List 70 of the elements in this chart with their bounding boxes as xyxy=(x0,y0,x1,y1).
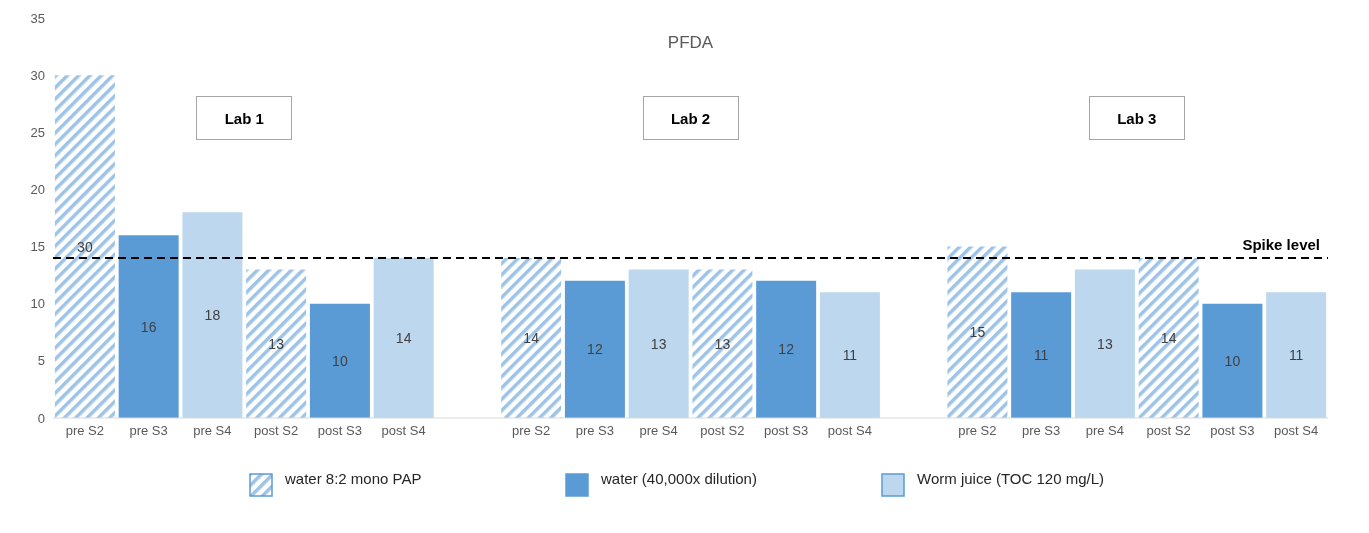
data-label: 10 xyxy=(1224,352,1241,369)
y-tick-label: 30 xyxy=(30,67,45,83)
annotation: Lab 2 xyxy=(670,109,711,127)
bar xyxy=(692,269,753,418)
x-tick-label: pre S2 xyxy=(65,423,105,439)
x-tick-label: pre S4 xyxy=(639,423,678,439)
bar xyxy=(182,212,243,418)
legend-label: water (40,000x dilution) xyxy=(601,469,758,489)
x-tick-label: post S4 xyxy=(381,423,426,439)
data-label: 30 xyxy=(77,238,93,255)
bar xyxy=(1202,303,1263,418)
bar xyxy=(628,269,689,418)
bar xyxy=(54,75,115,418)
y-tick-label: 25 xyxy=(30,124,45,140)
bar xyxy=(501,258,562,418)
bar xyxy=(564,280,625,418)
bar xyxy=(756,280,817,418)
bar xyxy=(819,292,880,418)
data-label: 14 xyxy=(395,329,412,346)
legend-label: water 8:2 mono PAP xyxy=(285,469,423,489)
text: PFDA xyxy=(667,33,714,52)
x-tick-label: post S4 xyxy=(1274,423,1319,439)
x-tick-label: post S3 xyxy=(317,423,362,439)
x-tick-label: post S3 xyxy=(764,423,809,439)
y-tick-label: 20 xyxy=(30,182,45,198)
bar xyxy=(947,246,1008,418)
x-tick-label: post S2 xyxy=(700,423,745,439)
y-tick-label: 35 xyxy=(30,10,45,26)
data-label: 13 xyxy=(268,335,285,352)
annotation: Lab 3 xyxy=(1117,109,1157,127)
x-tick-label: post S2 xyxy=(254,423,299,439)
bar xyxy=(246,269,307,418)
data-label: 11 xyxy=(842,347,858,364)
annotation: Lab 1 xyxy=(224,109,264,127)
data-label: 11 xyxy=(1033,347,1049,364)
x-tick-label: pre S3 xyxy=(1021,423,1061,439)
data-label: 14 xyxy=(1160,329,1177,346)
data-label: 12 xyxy=(778,341,795,358)
data-label: 16 xyxy=(140,318,157,335)
x-tick-label: pre S4 xyxy=(1085,423,1125,439)
data-label: 18 xyxy=(204,307,221,324)
y-tick-label: 0 xyxy=(37,410,45,426)
y-tick-label: 15 xyxy=(30,239,45,255)
y-tick-label: 5 xyxy=(37,353,45,369)
x-tick-label: pre S3 xyxy=(575,423,615,439)
x-tick-label: pre S3 xyxy=(129,423,168,439)
bar xyxy=(1011,292,1072,418)
data-label: 13 xyxy=(1097,335,1113,352)
x-tick-label: post S3 xyxy=(1210,423,1255,439)
data-label: 13 xyxy=(714,335,731,352)
bar xyxy=(118,235,179,418)
bar xyxy=(309,303,370,418)
data-label: 13 xyxy=(650,335,667,352)
data-label: 11 xyxy=(1288,347,1304,364)
x-tick-label: pre S2 xyxy=(511,423,551,439)
legend-label: Worm juice (TOC 120 mg/L) xyxy=(917,469,1105,489)
data-label: 10 xyxy=(332,352,348,369)
bar xyxy=(1138,258,1199,418)
bar xyxy=(1266,292,1327,418)
data-label: 12 xyxy=(587,341,603,358)
data-label: 14 xyxy=(523,329,540,346)
data-label: 15 xyxy=(969,324,986,341)
x-tick-label: post S2 xyxy=(1146,423,1191,439)
y-tick-label: 10 xyxy=(30,296,45,312)
ref-line-label: Spike level xyxy=(1242,236,1320,253)
bar xyxy=(1074,269,1135,418)
bar xyxy=(373,258,434,418)
x-tick-label: pre S2 xyxy=(958,423,997,439)
x-tick-label: post S4 xyxy=(827,423,872,439)
x-tick-label: pre S4 xyxy=(193,423,232,439)
